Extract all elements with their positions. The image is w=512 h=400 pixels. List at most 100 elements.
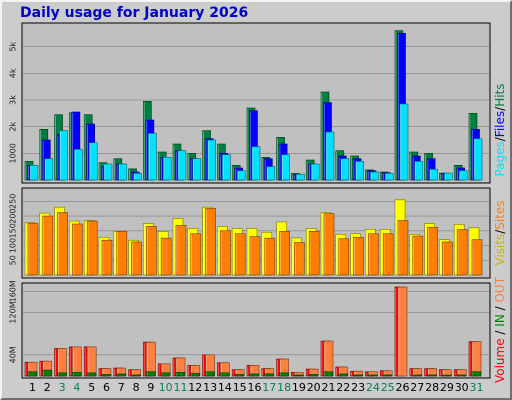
- bar-in: [338, 373, 349, 377]
- bar-sites: [427, 226, 438, 276]
- day-label: 25: [381, 381, 395, 394]
- bar-out: [397, 286, 408, 377]
- day-label: 8: [133, 381, 140, 394]
- day-label: 14: [218, 381, 232, 394]
- day-label: 27: [410, 381, 424, 394]
- bar-sites: [234, 233, 246, 276]
- bar-sites: [397, 220, 409, 276]
- bar-pages: [236, 170, 246, 181]
- bar-pages: [162, 157, 172, 181]
- bar-pages: [310, 163, 320, 181]
- bar-sites: [308, 231, 320, 276]
- bar-in: [412, 374, 423, 377]
- bar-pages: [44, 158, 54, 181]
- legend-hits-entry: /: [493, 106, 507, 111]
- legend-hits-entry: Files: [493, 111, 507, 137]
- bar-in: [308, 374, 319, 377]
- bar-pages: [355, 161, 364, 181]
- bar-pages: [222, 154, 231, 181]
- day-label: 19: [292, 381, 306, 394]
- day-label: 11: [174, 381, 188, 394]
- bar-pages: [340, 158, 350, 181]
- bar-in: [101, 374, 112, 377]
- day-label: 4: [73, 381, 80, 394]
- bar-in: [57, 372, 67, 377]
- bar-in: [456, 374, 467, 377]
- bar-pages: [133, 173, 142, 181]
- legend-volume-entry: OUT: [493, 276, 507, 302]
- bar-sites: [146, 226, 157, 276]
- tick-label-volume: 120M: [9, 301, 18, 323]
- bar-sites: [72, 223, 83, 276]
- bar-in: [442, 374, 452, 377]
- day-label: 22: [336, 381, 350, 394]
- bar-in: [382, 374, 393, 377]
- bar-sites: [131, 241, 142, 276]
- tick-label-volume: 160M: [9, 280, 18, 302]
- tick-label-visits: 150: [9, 223, 18, 238]
- bar-sites: [471, 239, 483, 276]
- bar-in: [27, 371, 38, 377]
- bar-pages: [192, 158, 202, 181]
- legend-volume-entry: Volume: [493, 338, 507, 383]
- bar-sites: [86, 220, 98, 276]
- bar-sites: [57, 212, 68, 276]
- bar-sites: [220, 230, 231, 276]
- bar-pages: [325, 131, 335, 181]
- day-label: 31: [470, 381, 484, 394]
- bar-pages: [29, 165, 39, 181]
- bar-out: [72, 346, 82, 377]
- day-label: 24: [366, 381, 380, 394]
- bar-sites: [175, 225, 187, 276]
- legend-volume-entry: IN: [493, 314, 507, 327]
- bar-sites: [368, 233, 379, 276]
- bar-pages: [251, 146, 261, 181]
- bar-in: [294, 374, 304, 377]
- bar-in: [72, 371, 82, 377]
- day-label: 12: [188, 381, 202, 394]
- day-label: 30: [455, 381, 469, 394]
- legend-hits-entry: /: [493, 136, 507, 141]
- day-label: 9: [147, 381, 154, 394]
- panel-volume: [21, 282, 491, 379]
- day-label: 2: [44, 381, 51, 394]
- chart-title: Daily usage for January 2026: [20, 5, 249, 21]
- bar-pages: [88, 142, 98, 181]
- bar-in: [471, 371, 482, 377]
- bar-pages: [370, 171, 379, 181]
- bar-pages: [384, 173, 394, 181]
- bar-in: [279, 372, 289, 377]
- day-label: 10: [159, 381, 173, 394]
- day-label: 15: [233, 381, 247, 394]
- day-label: 18: [277, 381, 291, 394]
- tick-label-visits: 200: [9, 208, 18, 223]
- bar-in: [116, 373, 127, 377]
- bar-out: [471, 341, 482, 377]
- bar-pages: [266, 166, 276, 181]
- bar-in: [131, 374, 141, 377]
- day-label: 16: [248, 381, 262, 394]
- bar-in: [427, 374, 437, 377]
- tick-label-visits: 250: [9, 194, 18, 209]
- day-label: 28: [425, 381, 439, 394]
- bar-in: [220, 372, 230, 377]
- legend-hits: Pages/Files/Hits: [493, 83, 507, 176]
- bar-sites: [442, 241, 453, 276]
- legend-volume-entry: /: [493, 327, 507, 339]
- tick-label-hits: 3k: [9, 95, 18, 105]
- bar-sites: [279, 231, 290, 276]
- bar-in: [353, 374, 363, 377]
- bar-pages: [281, 154, 290, 181]
- bar-out: [86, 346, 97, 377]
- day-label: 29: [440, 381, 454, 394]
- legend-volume-entry: /: [493, 303, 507, 315]
- day-label: 17: [262, 381, 276, 394]
- tick-label-visits: 50: [9, 255, 18, 265]
- day-label: 13: [203, 381, 217, 394]
- bar-pages: [103, 163, 113, 181]
- day-label: 6: [103, 381, 110, 394]
- bar-in: [175, 371, 186, 377]
- bar-pages: [296, 173, 305, 181]
- tick-label-hits: 5k: [9, 41, 18, 51]
- bar-in: [86, 372, 97, 377]
